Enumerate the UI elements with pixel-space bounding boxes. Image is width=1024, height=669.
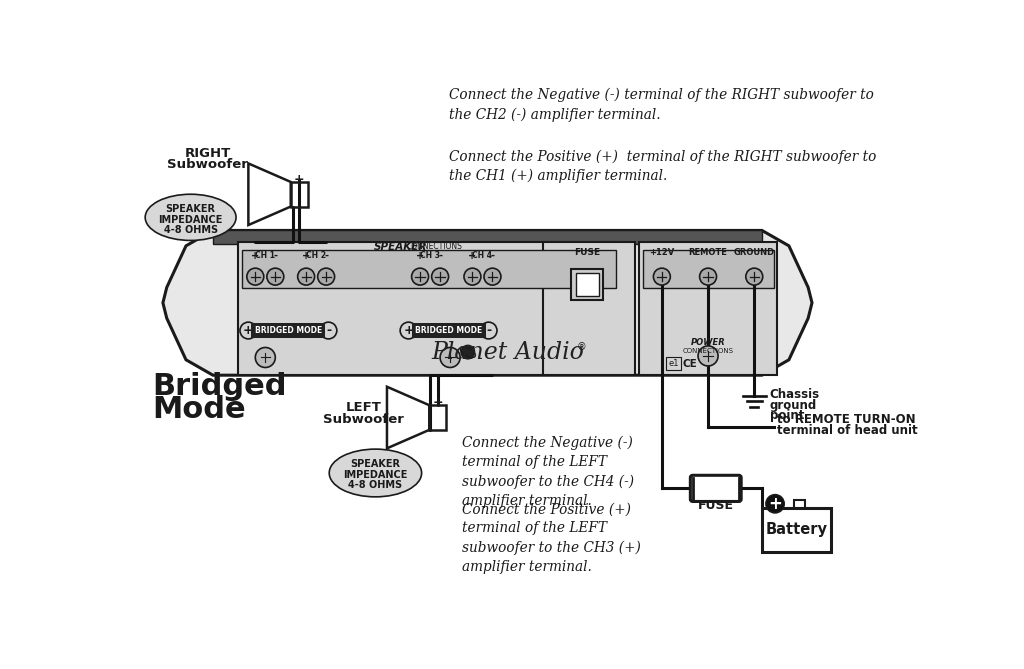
Text: +: + [416,251,424,261]
Text: terminal of head unit: terminal of head unit [777,424,918,437]
Text: ground: ground [770,399,817,411]
Text: FUSE: FUSE [697,499,734,512]
Text: +: + [243,324,254,337]
Text: GROUND: GROUND [734,248,775,258]
Polygon shape [163,230,812,375]
Bar [770,500,780,508]
Bar [575,273,599,296]
Circle shape [653,268,671,285]
Bar [762,508,831,553]
Text: CH 1: CH 1 [255,252,275,260]
Polygon shape [213,230,762,244]
Text: +: + [768,495,782,512]
Text: -: - [486,324,492,337]
Bar [643,250,773,288]
Text: CH 3: CH 3 [420,252,440,260]
Circle shape [766,494,784,513]
Text: Chassis: Chassis [770,388,820,401]
Text: SPEAKER: SPEAKER [350,459,400,469]
FancyBboxPatch shape [690,475,741,502]
Circle shape [745,268,763,285]
Text: ®: ® [577,343,586,353]
Bar [571,269,603,300]
Bar [639,242,777,375]
Circle shape [298,268,314,285]
Bar [239,242,620,375]
Text: 4-8 OHMS: 4-8 OHMS [164,225,218,235]
Text: Battery: Battery [766,522,827,537]
Circle shape [432,268,449,285]
Text: +: + [294,173,304,186]
Text: -: - [326,324,331,337]
Text: Planet Audio: Planet Audio [431,341,585,363]
Text: +: + [302,251,310,261]
Text: CE: CE [683,359,697,369]
Text: -: - [490,251,495,261]
Text: Connect the Negative (-) terminal of the RIGHT subwoofer to
the CH2 (-) amplifie: Connect the Negative (-) terminal of the… [449,88,873,122]
Text: RIGHT: RIGHT [184,147,230,160]
Ellipse shape [330,449,422,497]
Circle shape [317,268,335,285]
Ellipse shape [145,194,237,240]
Text: SPEAKER: SPEAKER [166,204,216,214]
Text: Connect the Positive (+)  terminal of the RIGHT subwoofer to
the CH1 (+) amplifi: Connect the Positive (+) terminal of the… [449,150,876,183]
Text: e1: e1 [669,359,679,368]
Text: Mode: Mode [153,395,246,424]
Text: Subwoofer: Subwoofer [324,413,404,425]
Text: Connect the Negative (-)
terminal of the LEFT
subwoofer to the CH4 (-)
amplifier: Connect the Negative (-) terminal of the… [462,436,634,508]
Bar [291,182,307,207]
Text: IMPEDANCE: IMPEDANCE [343,470,408,480]
Text: 4-8 OHMS: 4-8 OHMS [348,480,402,490]
Bar [243,250,615,288]
Text: +12V: +12V [649,248,675,258]
Text: to REMOTE TURN-ON: to REMOTE TURN-ON [777,413,916,425]
Circle shape [464,268,481,285]
Circle shape [267,268,284,285]
Text: CONNECTIONS: CONNECTIONS [683,349,733,355]
Bar [429,405,446,430]
Bar [543,242,635,375]
Text: CONNECTIONS: CONNECTIONS [407,242,463,251]
Circle shape [255,347,275,367]
Circle shape [247,268,264,285]
Text: REMOTE: REMOTE [688,248,727,258]
Text: +: + [432,397,443,409]
Circle shape [698,346,718,366]
Circle shape [440,347,460,367]
Circle shape [461,345,475,359]
Circle shape [484,268,501,285]
Text: +: + [468,251,476,261]
Text: Bridged: Bridged [153,372,287,401]
Text: -: - [438,251,442,261]
Text: FUSE: FUSE [574,248,600,258]
Text: Connect the Positive (+)
terminal of the LEFT
subwoofer to the CH3 (+)
amplifier: Connect the Positive (+) terminal of the… [462,502,641,573]
Text: BRIDGED MODE: BRIDGED MODE [255,326,322,335]
Text: BRIDGED MODE: BRIDGED MODE [415,326,482,335]
Text: +: + [251,251,259,261]
Circle shape [699,268,717,285]
Text: CH 4: CH 4 [472,252,493,260]
Text: point: point [770,409,804,423]
Text: +: + [403,324,414,337]
Text: POWER: POWER [690,338,725,347]
Text: SPEAKER: SPEAKER [374,242,427,252]
Text: CH 2: CH 2 [306,252,326,260]
Text: IMPEDANCE: IMPEDANCE [159,215,223,225]
Text: Subwoofer: Subwoofer [167,159,248,171]
Circle shape [412,268,429,285]
Bar [795,500,805,508]
Text: LEFT: LEFT [346,401,382,414]
Text: -: - [273,251,278,261]
Text: -: - [325,251,328,261]
